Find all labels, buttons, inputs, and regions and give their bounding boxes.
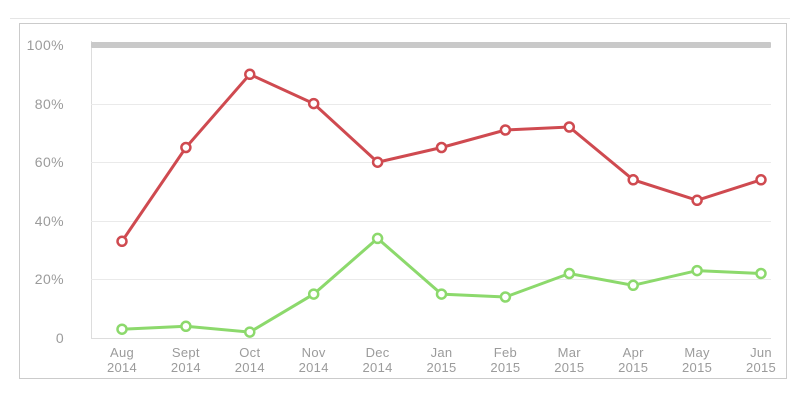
x-axis-line bbox=[91, 338, 771, 339]
data-point-green-oct-2014 bbox=[244, 326, 256, 338]
gridline bbox=[91, 220, 771, 222]
x-tick-month: Sept bbox=[171, 345, 200, 360]
y-tick-label: 60% bbox=[34, 154, 64, 171]
x-tick-label: Oct 2014 bbox=[218, 345, 282, 375]
x-tick-label: Sept 2014 bbox=[154, 345, 218, 375]
y-tick-label: 80% bbox=[34, 95, 64, 112]
data-point-red-nov-2014 bbox=[307, 97, 320, 110]
data-point-green-dec-2014 bbox=[371, 232, 384, 245]
data-point-green-jun-2015 bbox=[755, 267, 767, 280]
x-tick-label: Aug 2014 bbox=[90, 345, 154, 375]
x-tick-year: 2015 bbox=[490, 360, 521, 375]
x-tick-month: Jan bbox=[430, 345, 453, 360]
y-tick-label: 0 bbox=[55, 330, 64, 346]
x-tick-month: Oct bbox=[239, 345, 261, 360]
x-tick-year: 2015 bbox=[554, 360, 585, 375]
x-tick-label: Nov 2014 bbox=[282, 345, 346, 375]
data-point-green-aug-2014 bbox=[116, 323, 128, 335]
x-tick-label: Dec 2014 bbox=[346, 345, 410, 375]
y-tick-label: 40% bbox=[34, 212, 64, 229]
x-tick-label: Jun 2015 bbox=[729, 345, 793, 375]
data-point-red-may-2015 bbox=[691, 194, 703, 207]
line-chart bbox=[116, 68, 767, 338]
grid-layer bbox=[20, 24, 786, 378]
data-point-green-feb-2015 bbox=[499, 291, 512, 303]
data-point-green-mar-2015 bbox=[563, 267, 576, 280]
y-tick-label: 100% bbox=[26, 37, 64, 53]
data-point-green-may-2015 bbox=[691, 264, 703, 277]
x-tick-label: Mar 2015 bbox=[537, 345, 601, 375]
data-point-red-oct-2014 bbox=[244, 68, 256, 81]
top-divider bbox=[10, 18, 790, 19]
chart-card: 100% 80% 60% 40% 20% 0 Aug 2014 Sept 2014 Oct 2014 N… bbox=[19, 23, 787, 379]
x-tick-year: 2014 bbox=[106, 360, 138, 375]
x-tick-month: Apr bbox=[622, 345, 644, 360]
x-tick-year: 2014 bbox=[362, 360, 393, 375]
data-point-green-nov-2014 bbox=[307, 288, 320, 300]
data-point-red-feb-2015 bbox=[499, 124, 512, 136]
data-point-red-dec-2014 bbox=[371, 156, 384, 168]
data-point-red-jun-2015 bbox=[755, 174, 767, 186]
x-tick-year: 2015 bbox=[618, 360, 649, 375]
y-axis-line bbox=[91, 41, 92, 338]
data-point-red-mar-2015 bbox=[563, 121, 576, 133]
gridline bbox=[91, 162, 771, 164]
x-tick-month: Dec bbox=[365, 345, 390, 360]
data-point-red-jan-2015 bbox=[435, 141, 448, 154]
x-tick-year: 2014 bbox=[298, 360, 329, 375]
x-tick-month: Aug bbox=[109, 345, 135, 360]
x-tick-month: Jun bbox=[750, 345, 772, 360]
data-point-green-sept-2014 bbox=[180, 320, 192, 333]
x-tick-label: May 2015 bbox=[665, 345, 729, 375]
x-tick-month: Feb bbox=[493, 345, 518, 360]
axis-labels: 100% 80% 60% 40% 20% 0 Aug 2014 Sept 2014 Oct 2014 N… bbox=[20, 24, 786, 378]
x-tick-label: Feb 2015 bbox=[473, 345, 537, 375]
x-tick-label: Jan 2015 bbox=[410, 345, 474, 375]
x-tick-year: 2014 bbox=[170, 360, 201, 375]
data-point-green-jan-2015 bbox=[435, 288, 448, 300]
x-tick-month: Mar bbox=[557, 345, 581, 360]
gridline bbox=[91, 279, 771, 281]
y-tick-label: 20% bbox=[34, 271, 64, 288]
x-tick-label: Apr 2015 bbox=[601, 345, 665, 375]
data-point-green-apr-2015 bbox=[627, 279, 639, 292]
data-point-red-sept-2014 bbox=[180, 141, 192, 154]
x-tick-year: 2015 bbox=[682, 360, 713, 375]
gridline bbox=[91, 103, 771, 105]
data-point-red-apr-2015 bbox=[627, 174, 639, 186]
x-tick-year: 2014 bbox=[234, 360, 265, 375]
x-tick-month: Nov bbox=[301, 345, 326, 360]
x-tick-month: May bbox=[684, 345, 710, 360]
x-tick-year: 2015 bbox=[745, 360, 777, 375]
max-value-band bbox=[91, 42, 771, 48]
x-tick-year: 2015 bbox=[426, 360, 457, 375]
data-point-red-aug-2014 bbox=[116, 235, 128, 248]
